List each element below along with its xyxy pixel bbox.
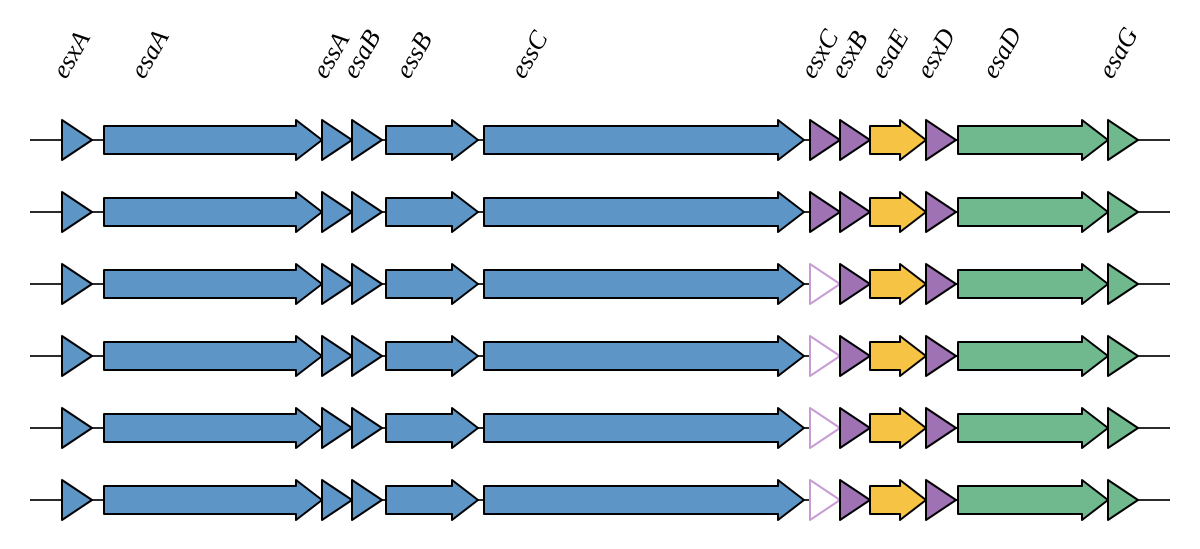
- gene-arrow-esaA: [104, 264, 322, 304]
- gene-arrow-esaD: [958, 264, 1108, 304]
- gene-arrow-esaA: [104, 408, 322, 448]
- gene-arrow-esaD: [958, 120, 1108, 160]
- gene-arrow-esaA: [104, 480, 322, 520]
- gene-arrow-essC: [484, 480, 804, 520]
- gene-arrow-essC: [484, 120, 804, 160]
- gene-arrow-essC: [484, 192, 804, 232]
- gene-arrow-esaD: [958, 192, 1108, 232]
- gene-arrow-essC: [484, 336, 804, 376]
- gene-arrow-esaA: [104, 120, 322, 160]
- gene-arrow-esaA: [104, 192, 322, 232]
- gene-arrow-essC: [484, 264, 804, 304]
- gene-arrow-essC: [484, 408, 804, 448]
- gene-arrow-esaD: [958, 336, 1108, 376]
- gene-arrow-esaD: [958, 480, 1108, 520]
- gene-arrow-esaA: [104, 336, 322, 376]
- gene-arrow-esaD: [958, 408, 1108, 448]
- gene-diagram: esxAesaAessAesaBessBessCesxCesxBesaEesxD…: [0, 0, 1200, 549]
